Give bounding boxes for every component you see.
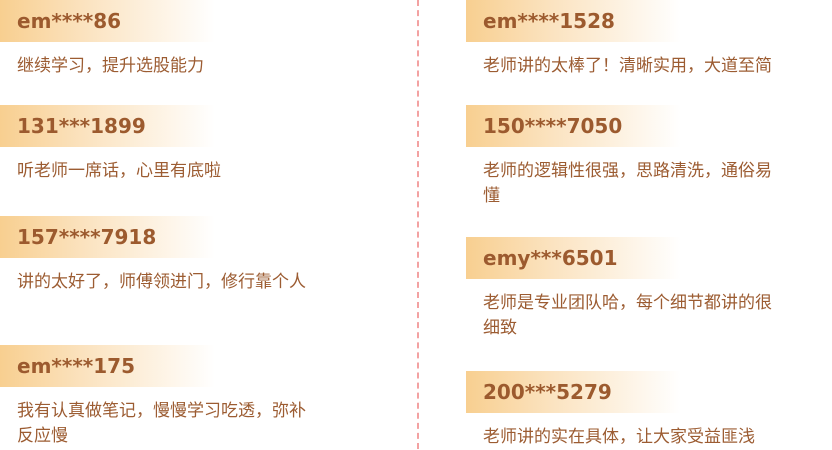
username: em****86 xyxy=(0,0,215,42)
comment-text: 老师是专业团队哈，每个细节都讲的很细致 xyxy=(483,293,772,338)
comment-card: em****175 我有认真做笔记，慢慢学习吃透，弥补反应慢 xyxy=(0,345,360,449)
comment-text: 老师讲的实在具体，让大家受益匪浅 xyxy=(483,427,755,447)
comment-card: em****86 继续学习，提升选股能力 xyxy=(0,0,360,79)
comment-text: 听老师一席话，心里有底啦 xyxy=(17,161,221,181)
comment-text: 老师的逻辑性很强，思路清洗，通俗易懂 xyxy=(483,161,772,206)
comment-text: 老师讲的太棒了！清晰实用，大道至简 xyxy=(483,56,772,76)
username: 157****7918 xyxy=(0,216,215,258)
username: 150****7050 xyxy=(466,105,681,147)
comment-card: emy***6501 老师是专业团队哈，每个细节都讲的很细致 xyxy=(466,237,826,341)
comment-text: 讲的太好了，师傅领进门，修行靠个人 xyxy=(17,272,306,292)
username: em****1528 xyxy=(466,0,681,42)
comment-card: em****1528 老师讲的太棒了！清晰实用，大道至简 xyxy=(466,0,826,79)
comment-card: 157****7918 讲的太好了，师傅领进门，修行靠个人 xyxy=(0,216,360,295)
comment-text: 我有认真做笔记，慢慢学习吃透，弥补反应慢 xyxy=(17,401,306,446)
divider xyxy=(417,0,419,449)
comment-card: 150****7050 老师的逻辑性很强，思路清洗，通俗易懂 xyxy=(466,105,826,209)
username: em****175 xyxy=(0,345,215,387)
username: 200***5279 xyxy=(466,371,681,413)
comment-card: 200***5279 老师讲的实在具体，让大家受益匪浅 xyxy=(466,371,826,450)
comment-card: 131***1899 听老师一席话，心里有底啦 xyxy=(0,105,360,184)
username: 131***1899 xyxy=(0,105,215,147)
comment-text: 继续学习，提升选股能力 xyxy=(17,56,204,76)
username: emy***6501 xyxy=(466,237,681,279)
